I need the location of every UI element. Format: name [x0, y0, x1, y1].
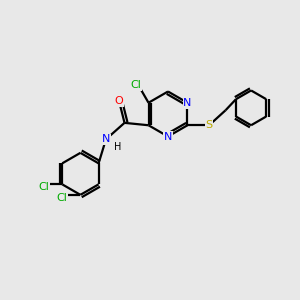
Text: Cl: Cl — [130, 80, 141, 90]
Text: N: N — [102, 134, 110, 144]
Text: Cl: Cl — [56, 193, 67, 203]
Text: H: H — [114, 142, 121, 152]
Text: N: N — [183, 98, 192, 108]
Text: O: O — [115, 96, 124, 106]
Text: N: N — [164, 131, 172, 142]
Text: Cl: Cl — [38, 182, 49, 192]
Text: S: S — [206, 120, 213, 130]
